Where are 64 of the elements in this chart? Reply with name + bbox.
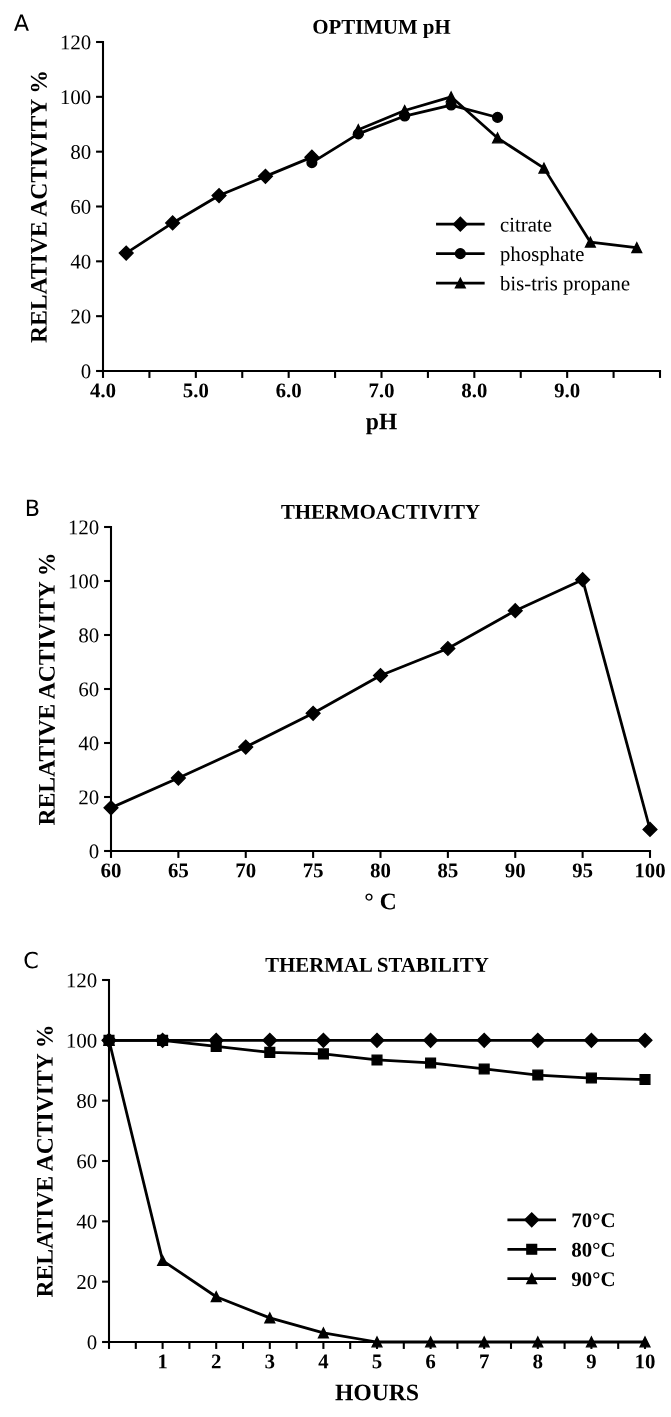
y-tick-label: 40 <box>76 1214 97 1229</box>
y-tick-label: 80 <box>71 145 91 160</box>
text: A <box>14 14 29 31</box>
x-axis-title: ° C <box>365 893 395 910</box>
x-tick-label: 3 <box>265 1354 275 1369</box>
y-axis-title: RELATIVE ACTIVITY % <box>30 72 47 343</box>
x-tick-label: 1 <box>159 1354 167 1369</box>
y-tick-label: 0 <box>81 364 91 379</box>
y-axis-title: RELATIVE ACTIVITY % <box>38 554 55 826</box>
x-tick-label: 85 <box>438 863 458 878</box>
y-tick-label: 40 <box>70 254 91 269</box>
y-tick-label: 120 <box>61 35 91 50</box>
x-tick-label: 10 <box>636 1354 655 1369</box>
text: C <box>24 951 38 969</box>
legend-label: 90°C <box>571 1272 614 1287</box>
x-tick-label: 5.0 <box>183 383 209 398</box>
y-tick-label: 20 <box>79 790 99 805</box>
y-tick-label: 20 <box>77 1275 97 1290</box>
chart-title: OPTIMUM pH <box>313 19 451 39</box>
y-tick-label: 120 <box>67 973 97 988</box>
y-tick-label: 60 <box>77 1154 97 1169</box>
y-tick-label: 0 <box>89 844 99 859</box>
y-tick-label: 100 <box>67 1033 97 1048</box>
x-tick-label: 65 <box>168 863 189 878</box>
y-tick-label: 60 <box>71 199 91 214</box>
x-tick-label: 9 <box>586 1354 596 1369</box>
x-tick-label: 7 <box>480 1354 489 1369</box>
y-tick-label: 0 <box>87 1335 97 1350</box>
y-tick-label: 80 <box>77 1094 97 1109</box>
x-axis-title: pH <box>366 413 397 435</box>
x-tick-label: 2 <box>211 1354 221 1369</box>
x-tick-label: 4.0 <box>90 383 116 398</box>
x-tick-label: 80 <box>370 863 391 878</box>
x-tick-label: 90 <box>505 863 525 878</box>
y-tick-label: 40 <box>78 736 99 751</box>
x-tick-label: 8 <box>533 1354 543 1369</box>
y-tick-label: 60 <box>79 682 99 697</box>
text: B <box>26 499 39 516</box>
x-tick-label: 75 <box>303 863 323 878</box>
legend-label: bis-tris propane <box>499 275 630 295</box>
y-tick-label: 100 <box>69 574 99 589</box>
legend-label: citrate <box>500 217 552 232</box>
y-tick-label: 20 <box>71 309 91 324</box>
x-tick-label: 95 <box>572 863 593 878</box>
chart-title: THERMAL STABILITY <box>265 957 489 972</box>
legend-label: phosphate <box>500 246 584 266</box>
chart-title: THERMOACTIVITY <box>281 504 480 519</box>
x-tick-label: 100 <box>636 863 665 878</box>
y-tick-label: 100 <box>61 90 91 105</box>
x-tick-label: 6 <box>426 1354 436 1369</box>
y-axis-title: RELATIVE ACTIVITY % <box>36 1026 53 1298</box>
x-axis-title: HOURS <box>335 1384 418 1401</box>
x-tick-label: 4 <box>318 1354 329 1369</box>
x-tick-label: 9.0 <box>554 383 580 398</box>
y-tick-label: 120 <box>69 520 99 535</box>
x-tick-label: 5 <box>372 1354 382 1369</box>
legend-label: 70°C <box>572 1213 614 1228</box>
y-tick-label: 80 <box>79 628 99 643</box>
legend-label: 80°C <box>572 1242 614 1257</box>
x-tick-label: 70 <box>236 863 256 878</box>
x-tick-label: 7.0 <box>369 383 394 398</box>
x-tick-label: 60 <box>101 863 121 878</box>
x-tick-label: 8.0 <box>462 383 487 398</box>
x-tick-label: 6.0 <box>276 383 301 398</box>
